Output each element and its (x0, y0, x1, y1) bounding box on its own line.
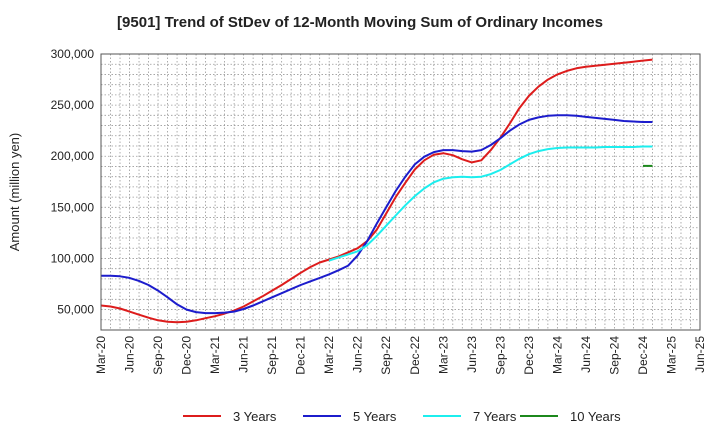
legend-item: 5 Years (303, 406, 396, 426)
x-tick-label: Sep-20 (151, 336, 165, 375)
x-tick-label: Jun-25 (693, 336, 707, 373)
y-tick-label: 50,000 (57, 303, 94, 317)
x-tick-label: Jun-24 (579, 336, 593, 373)
x-tick-label: Mar-25 (664, 336, 678, 374)
x-tick-label: Dec-24 (636, 336, 650, 375)
series-line-5-years (101, 114, 653, 315)
legend-label: 3 Years (233, 408, 277, 424)
x-tick-label: Mar-23 (436, 336, 450, 374)
legend-swatch (520, 415, 558, 417)
legend-swatch (423, 415, 461, 417)
x-tick-label: Jun-20 (123, 336, 137, 373)
x-tick-label: Sep-23 (493, 336, 507, 375)
x-tick-label: Mar-21 (208, 336, 222, 374)
legend-item: 10 Years (520, 406, 621, 426)
series-line-7-years (328, 145, 653, 262)
legend-label: 5 Years (353, 408, 397, 424)
y-axis-label: Amount (million yen) (7, 133, 22, 252)
x-tick-label: Jun-23 (465, 336, 479, 373)
legend-swatch (183, 415, 221, 417)
x-tick-label: Dec-23 (522, 336, 536, 375)
y-tick-label: 100,000 (51, 251, 95, 265)
x-tick-label: Dec-20 (180, 336, 194, 375)
chart-title: [9501] Trend of StDev of 12-Month Moving… (117, 14, 603, 31)
x-tick-label: Dec-21 (294, 336, 308, 375)
x-tick-label: Mar-22 (322, 336, 336, 374)
x-tick-label: Dec-22 (408, 336, 422, 375)
legend-label: 10 Years (570, 408, 621, 424)
x-tick-label: Sep-22 (379, 336, 393, 375)
x-tick-label: Jun-21 (237, 336, 251, 373)
x-tick-label: Sep-21 (265, 336, 279, 375)
x-tick-label: Mar-24 (550, 336, 564, 374)
legend: 3 Years 5 Years 7 Years 10 Years (0, 406, 720, 426)
x-tick-label: Sep-24 (607, 336, 621, 375)
legend-item: 7 Years (423, 406, 516, 426)
legend-label: 7 Years (473, 408, 517, 424)
series-line-3-years (100, 58, 653, 324)
y-tick-label: 150,000 (51, 200, 95, 214)
x-tick-label: Jun-22 (351, 336, 365, 373)
y-tick-label: 250,000 (51, 98, 95, 112)
legend-item: 3 Years (183, 406, 276, 426)
legend-swatch (303, 415, 341, 417)
y-tick-label: 200,000 (51, 149, 95, 163)
y-tick-label: 300,000 (51, 47, 95, 61)
x-tick-label: Mar-20 (94, 336, 108, 374)
